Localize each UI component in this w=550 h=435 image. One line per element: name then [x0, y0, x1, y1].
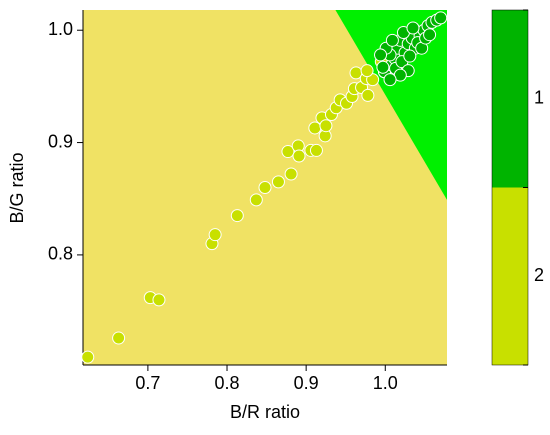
point [403, 49, 417, 63]
y-tick-label: 0.8 [48, 244, 73, 264]
x-axis-label: B/R ratio [230, 402, 300, 422]
y-tick-label: 1.0 [48, 19, 73, 39]
point [208, 228, 222, 242]
point [374, 48, 388, 62]
y-axis-label: B/G ratio [7, 152, 27, 223]
point [112, 331, 126, 345]
point [292, 149, 306, 163]
point [284, 167, 298, 181]
point [361, 88, 375, 102]
x-tick-label: 0.7 [135, 373, 160, 393]
point [271, 175, 285, 189]
point [230, 209, 244, 223]
legend-label: 1 [534, 88, 544, 108]
y-tick-label: 0.9 [48, 131, 73, 151]
point [406, 21, 420, 35]
point [423, 28, 437, 42]
point [308, 121, 322, 135]
point [319, 119, 333, 133]
point [258, 181, 272, 194]
x-tick-label: 0.8 [215, 373, 240, 393]
legend-swatch [492, 10, 528, 188]
point [152, 293, 166, 307]
point [309, 143, 323, 157]
point [434, 11, 448, 25]
legend-swatch [492, 187, 528, 365]
region [335, 10, 447, 200]
point [376, 60, 390, 74]
x-tick-label: 0.9 [294, 373, 319, 393]
point [383, 73, 397, 87]
point [281, 145, 295, 159]
point [385, 33, 399, 47]
point [81, 350, 95, 364]
point [360, 64, 374, 78]
legend-frame [491, 9, 529, 366]
x-tick-label: 1.0 [373, 373, 398, 393]
legend-label: 2 [534, 265, 544, 285]
point [249, 193, 263, 207]
